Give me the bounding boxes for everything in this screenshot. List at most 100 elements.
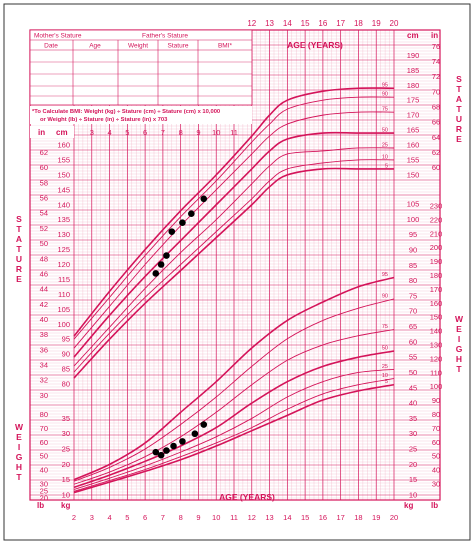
- x-tick-top: 17: [336, 19, 345, 28]
- stature-curve-label-p50: 50: [382, 128, 388, 134]
- mothers-stature-label: Mother's Stature: [34, 33, 82, 40]
- stature-curve-label-p75: 75: [382, 107, 388, 113]
- stature-in-tick-right: 62: [432, 148, 440, 157]
- weight-curve-p90: [73, 298, 395, 482]
- stature-in-tick-left: 42: [40, 300, 48, 309]
- bmi-note-line1: *To Calculate BMI: Weight (kg) ÷ Stature…: [32, 109, 220, 115]
- stature-cm-tick-left: 115: [58, 275, 70, 284]
- unit-cm-left: cm: [56, 128, 68, 137]
- side-title-letter: H: [16, 462, 22, 472]
- stature-curve-p75: [73, 111, 395, 349]
- x-tick-bottom: 12: [248, 513, 256, 522]
- side-title-letter: H: [456, 354, 462, 364]
- side-title-letter: G: [456, 344, 463, 354]
- table-col-weight: Weight: [128, 43, 148, 50]
- weight-curve-p95: [73, 276, 395, 481]
- stature-cm-tick-right: 170: [407, 111, 420, 120]
- unit-lb-left: lb: [37, 501, 44, 510]
- stature-in-tick-left: 50: [40, 239, 48, 248]
- weight-kg-tick-right: 90: [409, 245, 417, 254]
- stature-in-tick-right: 74: [432, 57, 440, 66]
- stature-curve-p95: [73, 87, 395, 337]
- weight-lb-tick-right: 160: [430, 299, 443, 308]
- weight-lb-tick-right: 170: [430, 285, 443, 294]
- weight-curve-label-p5: 5: [385, 379, 388, 385]
- stature-curve-p50: [73, 131, 394, 358]
- weight-lb-tick-right: 190: [430, 257, 443, 266]
- table-col-date: Date: [44, 43, 58, 50]
- stature-in-tick-left: 38: [40, 330, 48, 339]
- x-tick-top: 12: [247, 19, 256, 28]
- stature-cm-tick-left: 125: [57, 245, 70, 254]
- weight-curve-label-p10: 10: [382, 373, 388, 379]
- weight-point: [157, 451, 165, 459]
- weight-lb-tick-right: 80: [432, 410, 440, 419]
- side-title-letter: T: [16, 472, 22, 482]
- stature-cm-tick-right: 160: [407, 141, 420, 150]
- stature-in-tick-right: 72: [432, 72, 440, 81]
- side-title-letter: R: [456, 124, 462, 134]
- weight-point: [163, 447, 170, 454]
- x-tick-top: 18: [354, 19, 363, 28]
- stature-point: [188, 210, 195, 218]
- weight-curve-label-p75: 75: [382, 324, 388, 330]
- stature-cm-tick-right: 150: [407, 170, 420, 179]
- weight-kg-tick-right: 50: [409, 368, 417, 377]
- weight-lb-tick-left: 80: [40, 410, 48, 419]
- weight-kg-tick-right: 30: [409, 429, 417, 438]
- x-tick-top: 13: [265, 19, 274, 28]
- weight-kg-tick-left: 25: [62, 445, 70, 454]
- weight-curve-label-p50: 50: [382, 346, 388, 352]
- stature-cm-tick-right: 155: [407, 155, 420, 164]
- x-tick-bottom: 18: [354, 513, 362, 522]
- x-tick-bottom: 10: [212, 513, 220, 522]
- bmi-note-line2: or Weight (lb) ÷ Stature (in) ÷ Stature …: [40, 117, 168, 123]
- weight-kg-tick-right: 40: [409, 399, 417, 408]
- age-years-top-label: AGE (YEARS): [287, 40, 343, 50]
- x-tick-bottom: 11: [230, 513, 238, 522]
- weight-lb-tick-right: 120: [430, 354, 443, 363]
- x-tick-bottom: 8: [179, 513, 183, 522]
- side-title-letter: S: [456, 74, 462, 84]
- x-tick-bottom: 16: [319, 513, 327, 522]
- weight-lb-tick-left: 60: [40, 438, 48, 447]
- weight-kg-tick-right: 100: [407, 215, 420, 224]
- side-title-letter: E: [16, 432, 22, 442]
- weight-kg-tick-right: 10: [409, 491, 417, 500]
- unit-labels: in cm cm in lb kg kg lb: [30, 31, 438, 510]
- stature-cm-tick-left: 145: [57, 185, 70, 194]
- weight-lb-tick-right: 180: [430, 271, 443, 280]
- stature-cm-tick-left: 140: [57, 200, 70, 209]
- weight-lb-tick-right: 150: [430, 313, 443, 322]
- side-title-letter: T: [16, 224, 22, 234]
- x-tick-inner: 10: [212, 128, 220, 137]
- x-tick-inner: 7: [161, 128, 165, 137]
- stature-cm-tick-left: 80: [62, 380, 70, 389]
- stature-cm-tick-left: 160: [57, 141, 70, 150]
- unit-lb-right: lb: [431, 501, 438, 510]
- x-tick-inner: 11: [230, 128, 238, 137]
- stature-curve-label-p10: 10: [382, 154, 388, 160]
- x-tick-inner: 6: [143, 128, 147, 137]
- side-title-letter: W: [15, 422, 24, 432]
- stature-cm-tick-left: 150: [57, 170, 70, 179]
- stature-in-tick-left: 36: [40, 345, 48, 354]
- stature-point: [163, 252, 170, 259]
- x-tick-top: 15: [301, 19, 310, 28]
- stature-point: [152, 270, 160, 277]
- weight-lb-tick-right: 50: [432, 452, 440, 461]
- stature-cm-tick-right: 185: [407, 66, 420, 75]
- weight-lb-tick-right: 30: [432, 479, 440, 488]
- weight-kg-tick-right: 75: [409, 291, 417, 300]
- weight-kg-tick-right: 65: [409, 322, 417, 331]
- weight-lb-tick-left: 25: [40, 486, 48, 495]
- stature-in-tick-right: 70: [432, 87, 440, 96]
- stature-curve-p25: [73, 147, 395, 367]
- tick-labels: 12 13 14 15 16 17 18 19 203 4 5 6 7 8 9 10 112 3 4 5 6 7 8 9 10 1…: [40, 19, 443, 522]
- x-tick-bottom: 2: [72, 513, 76, 522]
- weight-kg-tick-right: 70: [409, 307, 417, 316]
- side-title-letter: U: [16, 254, 22, 264]
- age-years-bottom-label: AGE (YEARS): [219, 492, 275, 502]
- weight-kg-tick-right: 95: [409, 230, 417, 239]
